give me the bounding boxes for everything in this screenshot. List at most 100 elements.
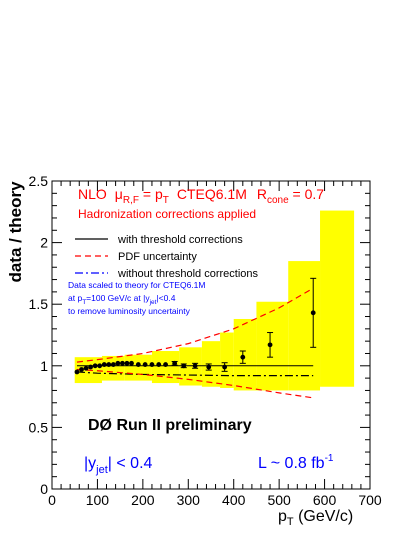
band-segment [256,301,289,391]
data-marker [97,363,103,369]
data-marker [222,364,228,370]
data-point [221,362,228,372]
data-marker [120,360,125,366]
scaling-note-sub2: jet [149,299,157,306]
data-marker [129,360,134,366]
y-tick-label: 1 [40,358,48,374]
y-tick-label: 2.5 [29,173,49,189]
pt-subscript: T [163,195,169,206]
rapidity-label: |yjet| < 0.4 [84,455,153,476]
x-tick-label: 200 [131,492,155,508]
data-point [110,362,116,367]
legend-label: without threshold corrections [117,268,259,280]
data-marker [163,362,168,367]
data-marker [240,354,246,360]
x-tick-label: 500 [267,492,291,508]
data-marker [142,362,148,367]
band-segment [151,351,180,384]
x-axis-title: pT (GeV/c) [278,508,353,528]
band-segment [320,210,355,387]
nlo-scale-label: NLO μR,F = pT CTEQ6.1M Rcone = 0.7 [78,186,324,206]
x-tick-label: 400 [222,492,246,508]
legend-label: PDF uncertainty [118,251,197,263]
data-marker [124,360,130,366]
x-axis-title-unit: (GeV/c) [294,508,354,525]
scaling-note-post: |<0.4 [156,293,175,303]
data-point [310,277,317,348]
data-marker [172,360,178,366]
band-segment [288,261,321,391]
scaling-note-sub1: T [82,299,86,306]
data-marker [206,364,212,370]
axis-ticks: 0 100 200 300 400 500 600 700 0 0.5 1 1.5 2 2.5 [29,173,382,508]
data-point [267,332,274,358]
data-point [149,362,155,367]
scaling-note-line-2: at pT=100 GeV/c at |yjet|<0.4 [68,293,176,306]
legend-label: with threshold corrections [117,234,243,246]
data-marker [149,362,155,367]
data-marker [74,369,80,375]
data-point [101,362,107,367]
data-marker [79,367,84,372]
mu-symbol: μ [115,186,123,202]
plot-frame [51,180,371,490]
data-marker [101,362,107,367]
data-marker [192,363,198,369]
data-point [79,367,84,372]
y-tick-label: 2 [40,235,48,251]
legend: with threshold corrections PDF uncertaint… [75,234,259,280]
data-point [135,362,141,367]
x-tick-label: 600 [313,492,337,508]
data-marker [110,362,116,367]
data-point [120,360,125,366]
band-segment [220,332,234,388]
x-tick-label: 700 [358,492,382,508]
data-marker [92,363,98,369]
band-segment [179,347,202,386]
systematic-band [74,210,355,391]
y-tick-label: 0.5 [29,419,49,435]
data-point [124,360,130,366]
data-marker [88,364,94,370]
data-point [205,363,212,371]
data-marker [181,363,187,369]
data-marker [115,360,121,366]
data-marker [267,342,273,348]
rapidity-pre: |y [84,455,96,472]
mu-subscript: R,F [123,195,139,206]
scaling-note-line-3: to remove luminosity uncertainty [68,306,191,316]
data-point [115,360,121,366]
mu-equals: = p [139,186,163,202]
data-point [106,362,112,367]
data-point [88,364,94,370]
luminosity-label: L ~ 0.8 fb-1 [258,453,334,472]
data-point [142,362,148,367]
scaling-note-line-1: Data scaled to theory for CTEQ6.1M [68,280,205,290]
rcone-symbol: R [257,186,267,202]
without-threshold-line [76,371,314,377]
data-point [192,362,199,369]
data-point [163,362,168,367]
pdf-uncertainty-upper [76,287,314,363]
band-segment [101,355,125,381]
band-segment [124,354,152,381]
band-segment [233,318,257,391]
data-marker [135,362,141,367]
data-marker [310,310,316,316]
nlo-prefix: NLO [78,186,107,202]
rcone-subscript: cone [267,195,289,206]
y-tick-label: 0 [40,481,48,497]
data-point [83,365,89,371]
y-tick-label: 1.5 [29,296,49,312]
luminosity-sup: -1 [325,453,334,464]
data-point [180,363,187,369]
rcone-value: = 0.7 [289,186,325,202]
x-axis-title-p: p [278,508,287,525]
experiment-label: DØ Run II preliminary [88,417,252,434]
x-tick-label: 100 [86,492,110,508]
x-axis-title-sub: T [287,516,294,528]
data-marker [156,362,162,367]
data-marker [83,365,89,371]
pdf-name: CTEQ6.1M [177,186,247,202]
